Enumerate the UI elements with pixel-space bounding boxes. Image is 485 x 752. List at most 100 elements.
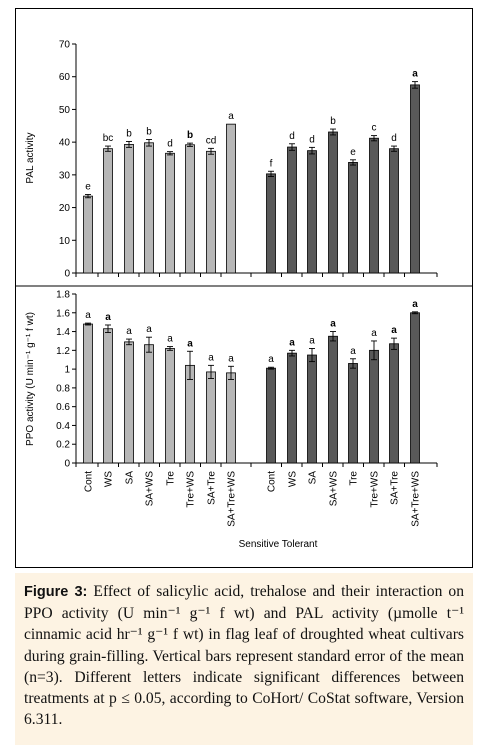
category-label: SA+Tre	[390, 471, 401, 505]
significance-letter: b	[146, 127, 152, 138]
category-label: SA+Tre+WS	[411, 471, 422, 527]
bar	[328, 131, 338, 274]
figure-caption-label: Figure 3:	[24, 584, 88, 600]
y-tick-label: 30	[59, 170, 71, 181]
bar	[328, 335, 338, 464]
bar	[83, 195, 93, 274]
significance-letter: a	[268, 354, 274, 365]
category-label: Tre+WS	[186, 471, 197, 508]
significance-letter: e	[85, 181, 91, 192]
y-tick-label: 0	[64, 269, 70, 280]
category-label: WS	[288, 471, 299, 487]
significance-letter: a	[412, 69, 418, 80]
bar	[226, 123, 236, 274]
category-label: Cont	[267, 471, 278, 492]
category-label: Tre+WS	[370, 471, 381, 508]
bar	[144, 344, 154, 464]
significance-letter: a	[289, 337, 295, 348]
y-tick-label: 1.4	[56, 327, 70, 338]
bar	[144, 142, 154, 274]
category-label: SA	[308, 471, 319, 485]
category-label: WS	[104, 471, 115, 487]
figure-caption: Figure 3: Effect of salicylic acid, treh…	[15, 573, 473, 745]
bar	[307, 354, 317, 464]
x-group-label: Sensitive Tolerant	[239, 539, 318, 550]
significance-letter: bc	[103, 133, 114, 144]
y-tick-label: 0.2	[56, 440, 70, 451]
y-tick-label: 1.8	[56, 290, 70, 301]
significance-letter: a	[412, 299, 418, 310]
category-label: Tre	[349, 471, 360, 486]
significance-letter: b	[330, 116, 336, 127]
bar	[226, 372, 236, 464]
bar	[369, 349, 379, 464]
bar	[410, 312, 420, 464]
significance-letter: a	[105, 312, 111, 323]
category-label: Cont	[84, 471, 95, 492]
significance-letter: a	[85, 310, 91, 321]
y-tick-label: 1.6	[56, 308, 70, 319]
significance-letter: a	[228, 111, 234, 122]
y-axis-label: PAL activity	[25, 132, 36, 183]
significance-letter: e	[350, 147, 356, 158]
y-tick-label: 40	[59, 138, 71, 149]
bar	[165, 152, 175, 274]
significance-letter: d	[289, 131, 295, 142]
significance-letter: a	[167, 334, 173, 345]
y-tick-label: 0.8	[56, 383, 70, 394]
y-tick-label: 70	[59, 40, 71, 51]
significance-letter: a	[391, 325, 397, 336]
significance-letter: a	[350, 346, 356, 357]
y-tick-label: 0	[64, 459, 70, 470]
y-tick-label: 10	[59, 236, 71, 247]
significance-letter: d	[309, 134, 315, 145]
y-tick-label: 1.2	[56, 346, 70, 357]
y-tick-label: 50	[59, 105, 71, 116]
y-tick-label: 20	[59, 203, 71, 214]
category-label: Tre	[166, 471, 177, 486]
significance-letter: a	[126, 326, 132, 337]
y-tick-label: 1	[64, 365, 70, 376]
significance-letter: a	[330, 319, 336, 330]
bar	[103, 148, 113, 274]
bar	[185, 144, 195, 274]
bar	[348, 363, 358, 464]
bar	[307, 150, 317, 274]
significance-letter: a	[309, 335, 315, 346]
significance-letter: b	[126, 128, 132, 139]
bar	[348, 162, 358, 274]
ppo-activity-chart: 0 0.2 0.4 0.6 0.8 1 1.2 1.4 1.6 1.8 PPO activity (…	[25, 290, 438, 527]
significance-letter: d	[167, 139, 173, 150]
category-label: SA+Tre+WS	[227, 471, 238, 527]
significance-letter: f	[270, 158, 273, 169]
significance-letter: a	[187, 338, 193, 349]
figure-caption-text: Effect of salicylic acid, trehalose and …	[24, 583, 464, 729]
bar	[206, 371, 216, 464]
significance-letter: d	[391, 133, 397, 144]
significance-letter: b	[187, 130, 193, 141]
bar	[206, 150, 216, 274]
significance-letter: cd	[206, 135, 217, 146]
bar	[124, 144, 134, 274]
category-label: SA+Tre	[207, 471, 218, 505]
y-tick-label: 0.6	[56, 402, 70, 413]
bar	[287, 352, 297, 464]
bar	[389, 148, 399, 274]
bar	[287, 146, 297, 274]
y-tick-label: 0.4	[56, 421, 70, 432]
bar	[83, 323, 93, 464]
bar	[185, 364, 195, 464]
significance-letter: c	[372, 123, 377, 134]
bar	[410, 84, 420, 274]
bar	[165, 348, 175, 464]
significance-letter: a	[208, 352, 214, 363]
bar	[369, 137, 379, 274]
bar	[266, 173, 276, 274]
category-label: SA+WS	[329, 471, 340, 507]
bar	[389, 343, 399, 464]
bar	[103, 328, 113, 464]
category-label: SA	[125, 471, 136, 485]
y-axis-label: PPO activity (U min⁻¹ g⁻¹ f wt)	[25, 312, 36, 446]
